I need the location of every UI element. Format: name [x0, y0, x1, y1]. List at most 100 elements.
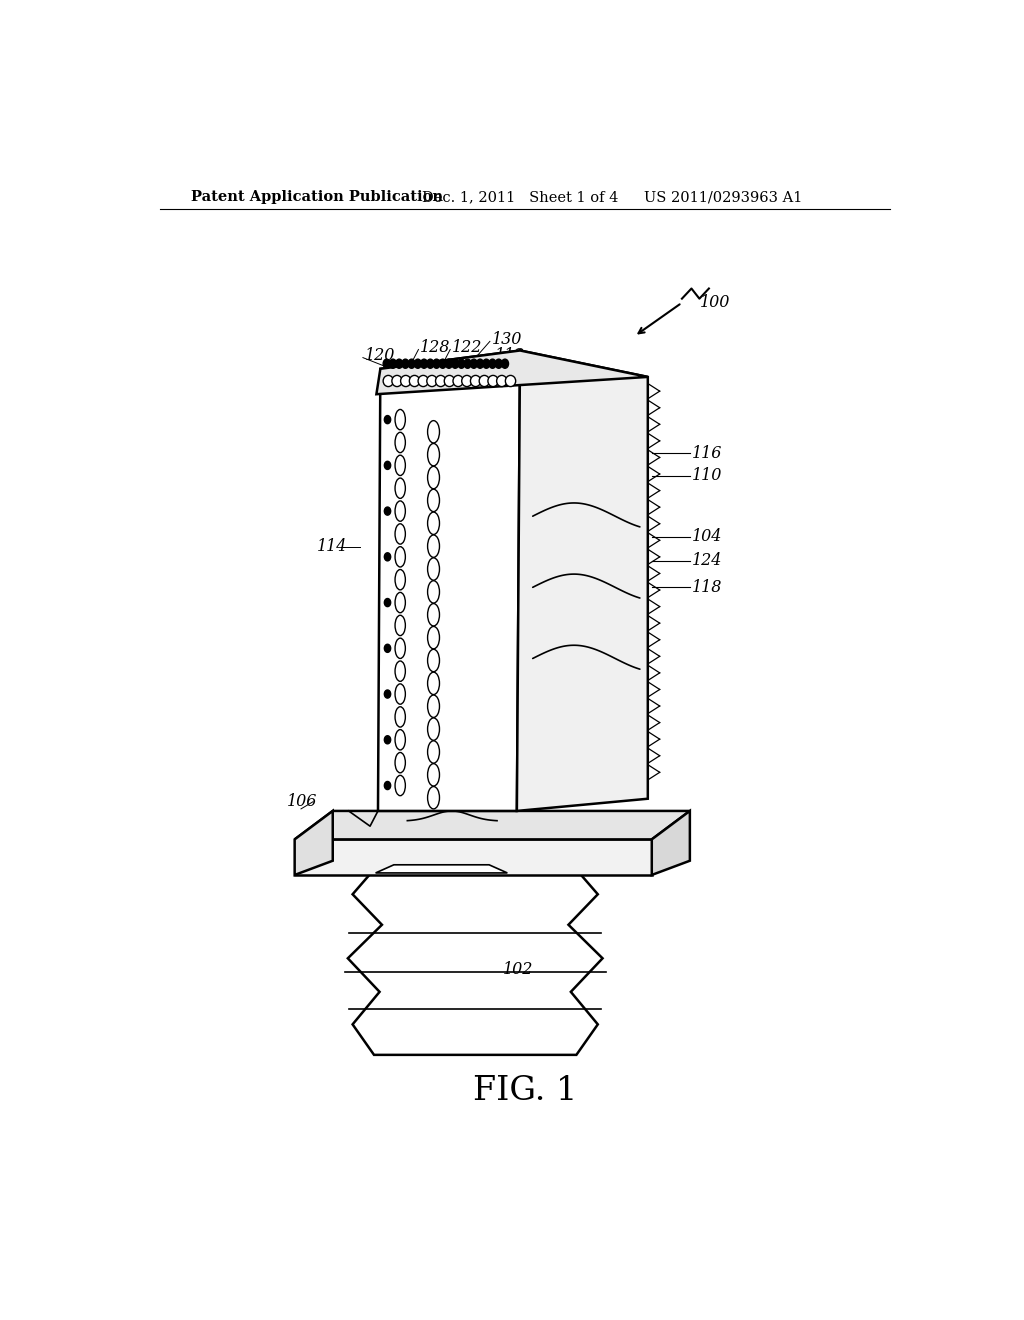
Ellipse shape	[395, 593, 406, 612]
Text: 106: 106	[287, 793, 317, 810]
Ellipse shape	[487, 375, 499, 387]
Ellipse shape	[395, 478, 406, 499]
Ellipse shape	[392, 375, 402, 387]
Circle shape	[415, 359, 422, 368]
Polygon shape	[295, 810, 690, 840]
Text: 108: 108	[532, 793, 563, 810]
Circle shape	[384, 507, 391, 515]
Circle shape	[439, 359, 446, 368]
Ellipse shape	[470, 375, 480, 387]
Circle shape	[383, 359, 390, 368]
Text: 100: 100	[699, 294, 730, 312]
Ellipse shape	[395, 730, 406, 750]
Ellipse shape	[428, 512, 439, 535]
Ellipse shape	[395, 775, 406, 796]
Text: 120: 120	[365, 347, 395, 364]
Circle shape	[433, 359, 440, 368]
Text: Dec. 1, 2011   Sheet 1 of 4: Dec. 1, 2011 Sheet 1 of 4	[422, 190, 618, 205]
Ellipse shape	[428, 421, 439, 444]
Ellipse shape	[428, 603, 439, 626]
Ellipse shape	[410, 375, 420, 387]
Ellipse shape	[428, 466, 439, 488]
Ellipse shape	[395, 409, 406, 430]
Polygon shape	[517, 351, 648, 810]
Ellipse shape	[428, 558, 439, 581]
Ellipse shape	[453, 375, 463, 387]
Text: 112: 112	[495, 347, 525, 364]
Text: Patent Application Publication: Patent Application Publication	[191, 190, 443, 205]
Ellipse shape	[462, 375, 472, 387]
Ellipse shape	[400, 375, 411, 387]
Circle shape	[427, 359, 434, 368]
Ellipse shape	[395, 500, 406, 521]
Circle shape	[496, 359, 503, 368]
Ellipse shape	[395, 455, 406, 475]
Circle shape	[384, 416, 391, 424]
Ellipse shape	[506, 375, 516, 387]
Text: 122: 122	[452, 339, 482, 356]
Ellipse shape	[395, 706, 406, 727]
Text: FIG. 1: FIG. 1	[473, 1076, 577, 1107]
Ellipse shape	[479, 375, 489, 387]
Circle shape	[458, 359, 465, 368]
Ellipse shape	[444, 375, 455, 387]
Ellipse shape	[428, 787, 439, 809]
Circle shape	[389, 359, 396, 368]
Polygon shape	[295, 840, 652, 875]
Circle shape	[384, 735, 391, 744]
Text: 114: 114	[316, 539, 347, 556]
Ellipse shape	[497, 375, 507, 387]
Circle shape	[384, 553, 391, 561]
Text: 124: 124	[691, 552, 722, 569]
Polygon shape	[652, 810, 690, 875]
Polygon shape	[376, 865, 507, 873]
Circle shape	[421, 359, 428, 368]
Text: 128: 128	[420, 339, 451, 356]
Ellipse shape	[383, 375, 393, 387]
Circle shape	[384, 781, 391, 789]
Circle shape	[384, 690, 391, 698]
Ellipse shape	[395, 615, 406, 636]
Ellipse shape	[428, 672, 439, 694]
Text: 110: 110	[691, 467, 722, 484]
Ellipse shape	[395, 524, 406, 544]
Ellipse shape	[395, 569, 406, 590]
Ellipse shape	[428, 718, 439, 741]
Polygon shape	[377, 351, 648, 395]
Polygon shape	[348, 867, 602, 1055]
Text: 126: 126	[483, 768, 514, 785]
Circle shape	[476, 359, 483, 368]
Ellipse shape	[435, 375, 445, 387]
Ellipse shape	[428, 649, 439, 672]
Ellipse shape	[395, 546, 406, 568]
Ellipse shape	[428, 535, 439, 557]
Text: 130: 130	[492, 331, 522, 347]
Ellipse shape	[395, 684, 406, 704]
Circle shape	[384, 598, 391, 607]
Ellipse shape	[428, 581, 439, 603]
Text: 104: 104	[691, 528, 722, 545]
Circle shape	[384, 461, 391, 470]
Ellipse shape	[428, 764, 439, 785]
Circle shape	[502, 359, 509, 368]
Text: 102: 102	[503, 961, 532, 978]
Circle shape	[464, 359, 471, 368]
Text: 116: 116	[691, 445, 722, 462]
Circle shape	[445, 359, 453, 368]
Circle shape	[395, 359, 402, 368]
Text: US 2011/0293963 A1: US 2011/0293963 A1	[644, 190, 802, 205]
Polygon shape	[295, 810, 333, 875]
Circle shape	[470, 359, 477, 368]
Circle shape	[452, 359, 459, 368]
Ellipse shape	[428, 444, 439, 466]
Ellipse shape	[428, 490, 439, 512]
Text: 118: 118	[691, 579, 722, 595]
Ellipse shape	[395, 661, 406, 681]
Ellipse shape	[428, 741, 439, 763]
Circle shape	[488, 359, 496, 368]
Ellipse shape	[428, 696, 439, 718]
Ellipse shape	[395, 433, 406, 453]
Circle shape	[384, 644, 391, 652]
Ellipse shape	[427, 375, 437, 387]
Circle shape	[482, 359, 489, 368]
